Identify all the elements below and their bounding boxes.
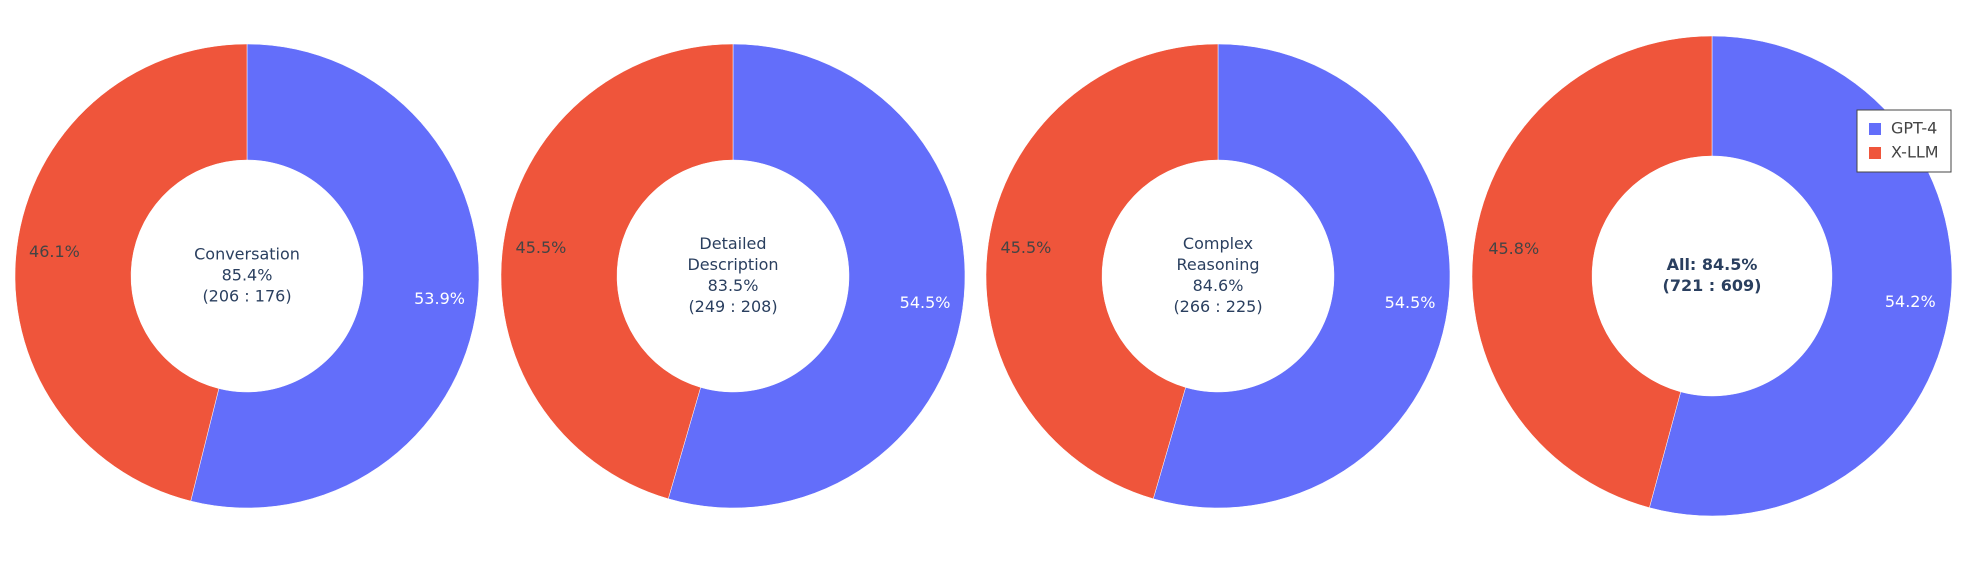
donut-slice: [500, 43, 734, 500]
donut-slice: [1471, 35, 1713, 508]
slice-label: 45.5%: [1001, 238, 1052, 257]
slice-label: 46.1%: [29, 242, 80, 261]
center-annotation: (206 : 176): [202, 287, 291, 306]
donut-slice: [1152, 43, 1451, 509]
center-annotation: Description: [687, 255, 778, 274]
center-annotation: Conversation: [194, 245, 300, 264]
slice-label: 45.8%: [1488, 239, 1539, 258]
donut-slice: [190, 43, 480, 509]
center-annotation: Complex: [1183, 234, 1253, 253]
center-annotation: All: 84.5%: [1667, 255, 1758, 274]
slice-label: 54.5%: [900, 293, 951, 312]
center-annotation: (249 : 208): [688, 297, 777, 316]
center-annotation: Reasoning: [1176, 255, 1259, 274]
center-annotation: 83.5%: [708, 276, 759, 295]
slice-label: 54.2%: [1885, 292, 1936, 311]
slice-label: 54.5%: [1385, 293, 1436, 312]
center-annotation: 84.6%: [1193, 276, 1244, 295]
center-annotation: (721 : 609): [1663, 276, 1762, 295]
slice-label: 53.9%: [414, 289, 465, 308]
center-annotation: 85.4%: [222, 266, 273, 285]
donut-slice: [14, 43, 248, 502]
legend-swatch: [1869, 123, 1881, 135]
legend-label: GPT-4: [1891, 119, 1937, 138]
legend-box: [1856, 109, 1952, 173]
center-annotation: Detailed: [699, 234, 766, 253]
donut-slice: [667, 43, 966, 509]
center-annotation: (266 : 225): [1173, 297, 1262, 316]
slice-label: 45.5%: [516, 238, 567, 257]
legend-label: X-LLM: [1891, 143, 1939, 162]
donut-slice: [985, 43, 1219, 500]
legend-swatch: [1869, 147, 1881, 159]
